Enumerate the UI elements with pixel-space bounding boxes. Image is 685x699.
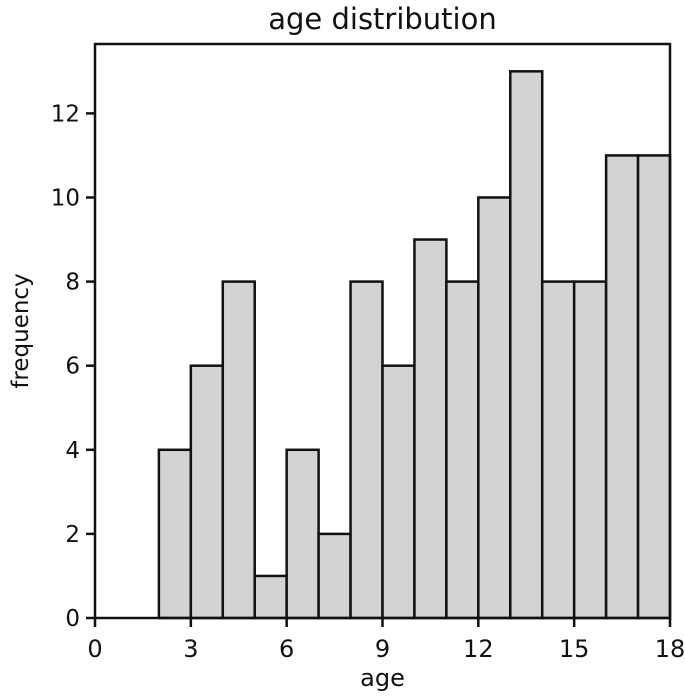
y-tick-label: 10 xyxy=(51,185,80,211)
x-tick-label: 18 xyxy=(655,635,685,663)
x-axis-label: age xyxy=(360,664,405,692)
histogram-bar xyxy=(317,532,352,620)
y-tick-label: 2 xyxy=(65,522,80,548)
x-tick-label: 12 xyxy=(463,635,494,663)
histogram-bar xyxy=(381,364,416,620)
histogram-bar xyxy=(349,280,384,620)
x-tick-label: 9 xyxy=(375,635,390,663)
y-tick-label: 6 xyxy=(65,354,80,380)
histogram-bar xyxy=(413,238,448,620)
histogram-bar xyxy=(477,196,512,620)
histogram-bar xyxy=(572,280,608,620)
y-tick-label: 8 xyxy=(65,270,80,296)
histogram-bar xyxy=(285,448,320,620)
x-tick-label: 6 xyxy=(279,635,294,663)
histogram-bar xyxy=(157,448,193,620)
histogram-bar xyxy=(540,280,576,620)
histogram-bar xyxy=(221,280,256,620)
x-tick-label: 0 xyxy=(87,635,102,663)
histogram-bar xyxy=(636,154,672,620)
x-tick-label: 3 xyxy=(183,635,198,663)
histogram-bar xyxy=(604,154,640,620)
histogram-bar xyxy=(445,280,480,620)
histogram-bar xyxy=(253,574,288,620)
histogram-bar xyxy=(189,364,225,620)
chart-title: age distribution xyxy=(268,2,497,36)
histogram-bar xyxy=(509,70,544,620)
y-tick-label: 0 xyxy=(65,606,80,632)
y-tick-label: 12 xyxy=(51,101,80,127)
y-tick-label: 4 xyxy=(65,438,80,464)
x-tick-label: 15 xyxy=(559,635,590,663)
